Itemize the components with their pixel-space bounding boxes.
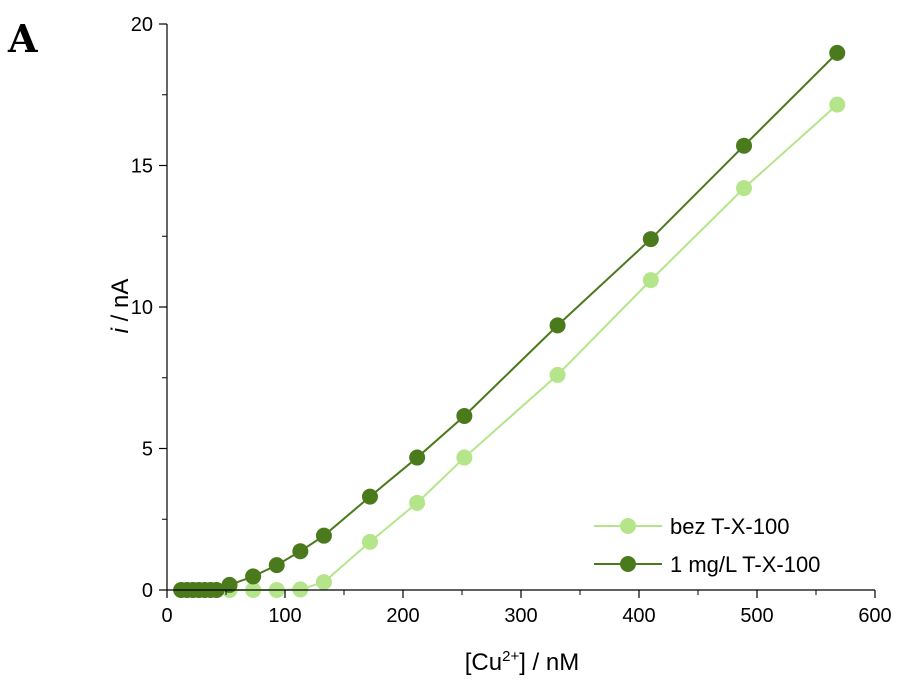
x-tick-label: 0 (161, 605, 172, 627)
tick-labels: 0 100 200 300 400 500 600 0 5 10 15 20 (131, 14, 892, 627)
data-point (409, 449, 426, 466)
data-point (549, 317, 566, 334)
data-point (829, 96, 846, 113)
legend-marker (620, 518, 636, 534)
data-point (829, 44, 846, 61)
legend-marker (620, 556, 636, 572)
y-axis-title-var: i (107, 327, 134, 333)
data-point (361, 533, 378, 550)
data-point (736, 180, 753, 197)
y-tick-label: 5 (142, 439, 153, 461)
y-axis-title-rest: / nA (107, 279, 134, 328)
y-axis-title: i / nA (107, 279, 134, 334)
x-tick-label: 100 (268, 605, 301, 627)
data-point (268, 557, 285, 574)
y-tick-label: 15 (131, 156, 153, 178)
legend-label: bez T-X-100 (670, 514, 789, 539)
x-tick-label: 600 (858, 605, 891, 627)
x-axis-title: [Cu2+] / nM (465, 648, 579, 676)
y-tick-label: 0 (142, 580, 153, 602)
axes (159, 23, 876, 598)
data-point (315, 527, 332, 544)
data-point (642, 231, 659, 248)
data-point (292, 543, 309, 560)
x-tick-label: 200 (386, 605, 419, 627)
x-axis-title-pre: [Cu (465, 649, 502, 676)
x-axis-title-post: ] / nM (519, 649, 579, 676)
data-point (456, 449, 473, 466)
data-point (221, 576, 238, 593)
data-point (736, 137, 753, 154)
data-point (549, 366, 566, 383)
data-point (409, 494, 426, 511)
x-axis-title-sup: 2+ (502, 648, 519, 665)
panel-label: A (7, 16, 38, 61)
data-point (315, 574, 332, 591)
x-tick-label: 400 (622, 605, 655, 627)
legend: bez T-X-100 1 mg/L T-X-100 (594, 514, 820, 577)
y-tick-label: 20 (131, 14, 153, 36)
data-point (361, 488, 378, 505)
y-tick-label: 10 (131, 297, 153, 319)
legend-label: 1 mg/L T-X-100 (670, 552, 820, 577)
data-point (245, 568, 262, 585)
data-point (642, 272, 659, 289)
x-tick-label: 300 (504, 605, 537, 627)
x-tick-label: 500 (740, 605, 773, 627)
data-point (456, 407, 473, 424)
series-line (181, 52, 838, 591)
